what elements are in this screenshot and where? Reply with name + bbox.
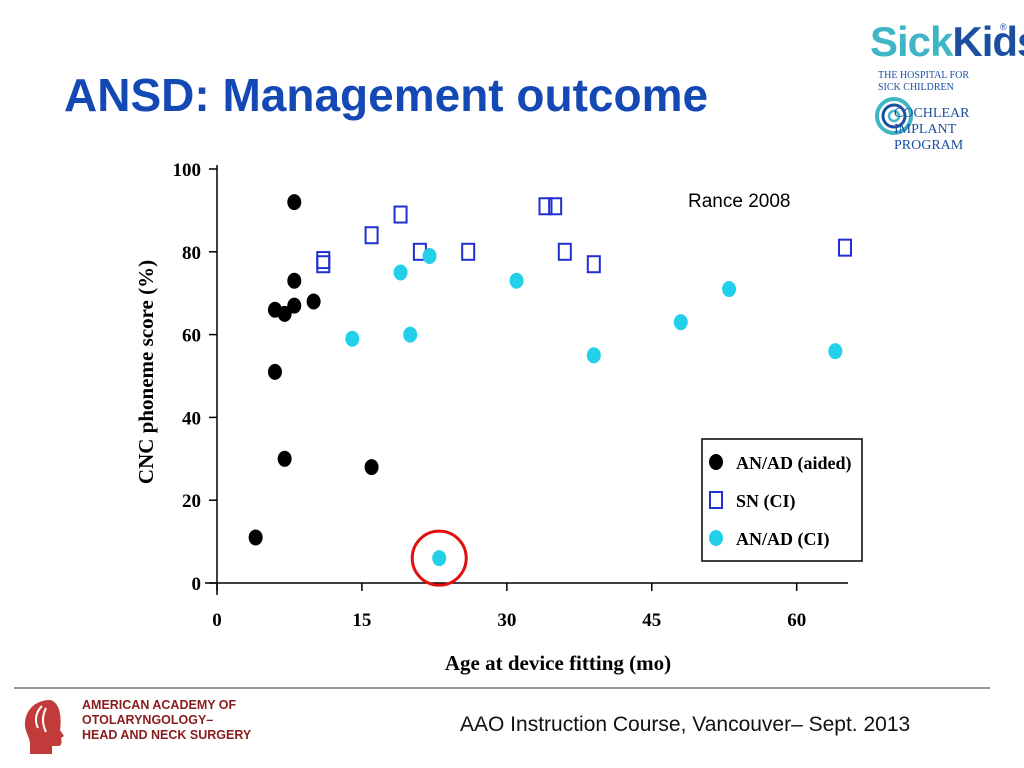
cochlear-swirl-icon (875, 97, 913, 135)
x-tick-label: 60 (787, 610, 806, 631)
citation-label: Rance 2008 (688, 191, 790, 212)
data-point-series-2 (557, 242, 572, 261)
sickkids-wordmark: SickKids (870, 18, 1024, 66)
program-line1: COCHLEAR (894, 106, 970, 121)
chart-axes (205, 165, 848, 595)
x-tick-label: 45 (642, 610, 661, 631)
footer-text: AAO Instruction Course, Vancouver– Sept.… (460, 713, 911, 736)
data-point-series-1 (267, 363, 282, 380)
y-tick-label: 20 (182, 491, 201, 512)
data-point-series-1 (287, 272, 302, 289)
y-axis-label: CNC phoneme score (%) (134, 260, 158, 484)
data-point-series-1 (364, 459, 379, 476)
highlight-group (410, 529, 468, 587)
aao-line2: OTOLARYNGOLOGY– (82, 713, 214, 727)
brand-part1: Sick (870, 18, 953, 65)
data-point-series-3 (393, 264, 408, 281)
data-point-series-3 (673, 314, 688, 331)
legend-label-3: AN/AD (CI) (736, 529, 830, 550)
hospital-name: THE HOSPITAL FOR SICK CHILDREN (878, 70, 969, 94)
highlight-circle (410, 529, 468, 587)
data-point-series-1 (287, 194, 302, 211)
data-point-series-2 (364, 226, 379, 245)
x-axis-ticks: 0 15 30 45 60 (212, 583, 806, 631)
data-point-series-1 (248, 529, 263, 546)
legend-marker-1 (709, 454, 723, 470)
legend-marker-2 (709, 491, 723, 509)
data-point-series-3 (509, 272, 524, 289)
data-point-series-1 (277, 450, 292, 467)
data-point-series-2 (461, 242, 476, 261)
data-point-series-3 (345, 330, 360, 347)
data-point-series-1 (287, 297, 302, 314)
data-point-series-3 (828, 343, 843, 360)
y-tick-label: 40 (182, 408, 201, 429)
data-point-series-2 (548, 197, 563, 216)
x-tick-label: 30 (497, 610, 516, 631)
head-profile-icon (24, 700, 64, 754)
hospital-line2: SICK CHILDREN (878, 82, 954, 93)
program-line3: PROGRAM (894, 138, 964, 153)
aao-logo: AMERICAN ACADEMY OF OTOLARYNGOLOGY– HEAD… (16, 696, 266, 758)
program-line2: IMPLANT (894, 122, 957, 137)
data-point-series-3 (432, 550, 447, 567)
data-point-series-2 (538, 197, 553, 216)
data-point-series-3 (422, 247, 437, 264)
y-axis-ticks: 0 20 40 60 80 100 (173, 160, 217, 595)
x-axis-label: Age at device fitting (mo) (445, 651, 671, 675)
footer-divider (14, 687, 990, 689)
registered-mark: ® (1000, 22, 1007, 32)
x-tick-label: 0 (212, 610, 222, 631)
data-point-series-3 (722, 281, 737, 298)
scatter-chart: 0 20 40 60 80 100 0 15 30 45 60 AN/AD (aided) SN (… (134, 160, 863, 675)
data-point-series-2 (586, 255, 601, 274)
data-point-series-3 (403, 326, 418, 343)
data-point-series-1 (306, 293, 321, 310)
data-point-series-3 (586, 347, 601, 364)
slide-title: ANSD: Management outcome (64, 69, 709, 121)
y-tick-label: 60 (182, 326, 201, 347)
data-point-series-1 (277, 305, 292, 322)
y-tick-label: 0 (192, 574, 202, 595)
program-name: COCHLEAR IMPLANT PROGRAM (894, 106, 969, 154)
legend-box (701, 438, 863, 562)
sickkids-logo: SickKids ® THE HOSPITAL FOR SICK CHILDRE… (868, 14, 1024, 154)
legend-label-1: AN/AD (aided) (736, 453, 852, 474)
legend-marker-3 (709, 530, 723, 546)
legend-label-2: SN (CI) (736, 491, 796, 512)
x-tick-label: 15 (352, 610, 371, 631)
y-tick-label: 80 (182, 243, 201, 264)
hospital-line1: THE HOSPITAL FOR (878, 70, 970, 81)
chart-legend: AN/AD (aided) SN (CI) AN/AD (CI) (701, 438, 863, 562)
aao-line1: AMERICAN ACADEMY OF (82, 698, 237, 712)
aao-line3: HEAD AND NECK SURGERY (82, 728, 252, 742)
y-tick-label: 100 (173, 160, 202, 181)
data-point-series-2 (316, 251, 331, 270)
data-points (248, 194, 852, 567)
aao-name: AMERICAN ACADEMY OF OTOLARYNGOLOGY– HEAD… (82, 698, 251, 743)
data-point-series-2 (393, 205, 408, 224)
brand-part2: Kids (952, 18, 1024, 65)
data-point-series-2 (316, 255, 331, 274)
data-point-series-2 (838, 238, 852, 257)
